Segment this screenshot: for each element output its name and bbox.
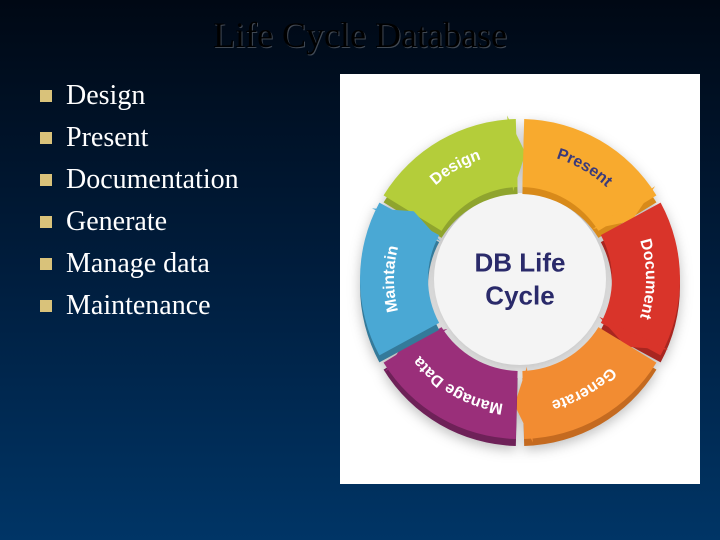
bullet-label: Documentation (66, 164, 239, 196)
list-item: Manage data (40, 248, 340, 280)
slide-title: Life Cycle Database (0, 0, 720, 56)
center-line1: DB Life (475, 248, 566, 278)
bullet-icon (40, 174, 52, 186)
center-label: DB Life Cycle (475, 247, 566, 312)
bullet-label: Design (66, 80, 145, 112)
bullet-label: Manage data (66, 248, 210, 280)
bullet-icon (40, 258, 52, 270)
list-item: Present (40, 122, 340, 154)
bullet-list: Design Present Documentation Generate Ma… (40, 74, 340, 484)
cycle-diagram-panel: DesignPresentDocumentGenerateManage Data… (340, 74, 700, 484)
bullet-icon (40, 216, 52, 228)
cycle-ring: DesignPresentDocumentGenerateManage Data… (350, 109, 690, 449)
bullet-icon (40, 90, 52, 102)
bullet-label: Generate (66, 206, 167, 238)
bullet-label: Maintenance (66, 290, 211, 322)
bullet-icon (40, 132, 52, 144)
list-item: Generate (40, 206, 340, 238)
bullet-icon (40, 300, 52, 312)
center-line2: Cycle (485, 280, 554, 310)
list-item: Documentation (40, 164, 340, 196)
bullet-label: Present (66, 122, 148, 154)
content-row: Design Present Documentation Generate Ma… (0, 56, 720, 484)
list-item: Maintenance (40, 290, 340, 322)
list-item: Design (40, 80, 340, 112)
